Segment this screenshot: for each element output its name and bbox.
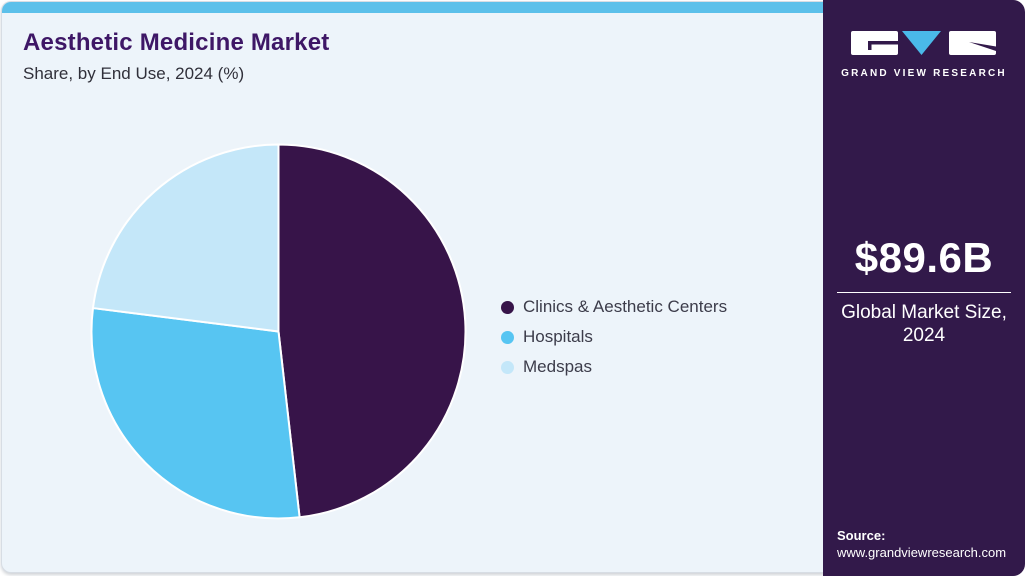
market-size-label: Global Market Size, 2024 (823, 301, 1025, 347)
main-panel: Aesthetic Medicine Market Share, by End … (1, 1, 825, 573)
legend-label-medspas: Medspas (523, 357, 592, 376)
market-size-block: $89.6B Global Market Size, 2024 (823, 234, 1025, 347)
pie-slice-2 (91, 143, 280, 333)
page-subtitle: Share, by End Use, 2024 (%) (23, 64, 245, 83)
logo-g-mark-icon (851, 31, 898, 55)
legend-dot-medspas (501, 360, 514, 374)
pie-chart (88, 141, 469, 522)
pie-slice-0 (277, 143, 467, 519)
source-label: Source: (837, 528, 886, 543)
pie-slice-1 (90, 307, 301, 520)
brand-name: GRAND VIEW RESEARCH (841, 68, 1007, 79)
legend-label-clinics: Clinics & Aesthetic Centers (523, 297, 728, 316)
market-size-label-line1: Global Market Size, (841, 302, 1007, 323)
top-accent-bar (2, 2, 825, 13)
legend-label-hospitals: Hospitals (523, 327, 593, 346)
legend-item-medspas: Medspas (501, 352, 727, 382)
brand-logo: GRAND VIEW RESEARCH (823, 30, 1025, 79)
market-size-divider (837, 292, 1011, 293)
legend-dot-clinics (501, 300, 514, 314)
legend-item-clinics: Clinics & Aesthetic Centers (501, 292, 727, 322)
logo-r-mark-icon (949, 31, 996, 55)
legend-dot-hospitals (501, 330, 514, 344)
market-size-value: $89.6B (854, 234, 994, 281)
logo-v-mark-icon (902, 31, 941, 55)
source-url: www.grandviewresearch.com (837, 545, 1007, 560)
page-title: Aesthetic Medicine Market (23, 29, 330, 56)
gvr-logo-icon (851, 31, 996, 55)
sidebar: GRAND VIEW RESEARCH $89.6B Global Market… (823, 0, 1025, 576)
legend: Clinics & Aesthetic Centers Hospitals Me… (501, 292, 727, 382)
market-size-label-line2: 2024 (902, 325, 946, 346)
source-block: Source: www.grandviewresearch.com (837, 528, 1006, 560)
pie-chart-svg (90, 143, 467, 520)
legend-item-hospitals: Hospitals (501, 322, 727, 352)
header: Aesthetic Medicine Market Share, by End … (23, 29, 329, 84)
